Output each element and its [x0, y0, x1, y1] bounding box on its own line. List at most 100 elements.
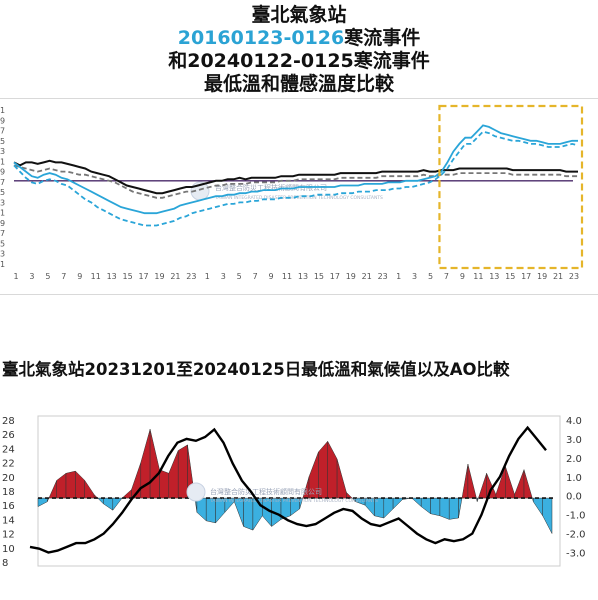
chart2-anomaly-fill: [196, 497, 207, 522]
chart1-x-tick-label: 15: [314, 272, 324, 281]
chart1-x-tick-label: 19: [537, 272, 547, 281]
chart2-plot-frame: [37, 415, 561, 567]
chart1-x-tick-label: 11: [91, 272, 101, 281]
chart1-y-tick-label: 5: [0, 188, 5, 197]
chart1-watermark-line1: 台灣整合防災工程技術顧問有限公司: [215, 183, 327, 192]
chart2-anomaly-fill: [458, 497, 463, 519]
chart2-anomaly-fill: [448, 497, 459, 520]
chart2-watermark-line2: TAIWAN INTEGRATED DISASTER PREVENTION TE…: [209, 498, 378, 504]
chart1-x-tick-label: 23: [378, 272, 388, 281]
chart1-title-line3: 和20240122-0125寒流事件: [168, 50, 430, 72]
chart2-anomaly-fill: [37, 497, 48, 508]
chart1-y-tick-label: 5: [0, 137, 5, 146]
chart1-x-tick-label: 5: [428, 272, 433, 281]
chart2-anomaly-fill: [103, 497, 114, 511]
chart1-x-tick-label: 19: [346, 272, 356, 281]
chart2-left-tick-label: 8: [2, 558, 8, 569]
chart2-right-tick-label: -3.0: [566, 549, 586, 560]
chart2-left-tick-label: 10: [2, 544, 15, 555]
chart2-anomaly-fill: [533, 497, 543, 517]
chart1-y-tick-label: 9: [0, 116, 5, 125]
chart1-x-tick-label: 23: [186, 272, 196, 281]
chart1-x-tick-label: 3: [221, 272, 226, 281]
chart1-x-tick-label: 1: [13, 272, 18, 281]
chart2-anomaly-fill: [168, 450, 179, 499]
chart1-title-event: 寒流事件: [344, 27, 421, 49]
chart2-anomaly-fill: [149, 429, 160, 499]
chart1-x-tick-label: 9: [77, 272, 82, 281]
chart1-highlight-box: [438, 104, 584, 270]
chart1-y-tick-label: 3: [0, 250, 5, 259]
chart1-x-tick-label: 7: [253, 272, 258, 281]
chart1-x-tick-label: 9: [269, 272, 274, 281]
chart2-anomaly-fill: [346, 491, 353, 499]
chart1-series-line: [13, 164, 578, 199]
chart1-frame: [0, 98, 598, 295]
chart2-left-tick-label: 28: [2, 416, 15, 427]
chart1-y-tick-label: 1: [0, 260, 5, 269]
chart2-left-tick-label: 24: [2, 444, 15, 455]
chart2-anomaly-fill: [430, 497, 441, 517]
chart1-y-tick-label: 1: [0, 106, 5, 115]
chart2-anomaly-fill: [177, 444, 188, 499]
chart2-anomaly-fill: [336, 458, 347, 499]
chart2-anomaly-fill: [112, 497, 123, 511]
chart2-left-tick-label: 26: [2, 430, 15, 441]
chart1-title-line4: 最低溫和體感溫度比較: [203, 73, 394, 95]
chart2-anomaly-fill: [56, 472, 67, 499]
chart2-left-tick-label: 22: [2, 459, 15, 470]
chart2-right-tick-label: -2.0: [566, 530, 586, 541]
chart2-ao-line: [29, 425, 547, 554]
chart2-right-tick-label: -1.0: [566, 511, 586, 522]
chart2-left-tick-label: 12: [2, 530, 15, 541]
chart1-x-tick-label: 7: [61, 272, 66, 281]
chart2-left-tick-label: 18: [2, 487, 15, 498]
chart1-y-tick-label: 7: [0, 127, 5, 136]
chart2-anomaly-fill: [299, 497, 304, 509]
chart1-y-tick-label: 7: [0, 178, 5, 187]
chart1-x-tick-label: 11: [473, 272, 483, 281]
chart2-anomaly-fill: [121, 489, 132, 499]
chart1-y-tick-label: 7: [0, 229, 5, 238]
chart1-y-tick-label: 3: [0, 147, 5, 156]
chart2-right-tick-label: 2.0: [566, 454, 582, 465]
chart2-anomaly-fill: [65, 470, 76, 499]
chart1-x-tick-label: 19: [154, 272, 164, 281]
chart1-title-line2: 20160123-0126寒流事件: [0, 27, 598, 49]
chart1-x-tick-label: 17: [521, 272, 531, 281]
chart2-anomaly-fill: [97, 497, 104, 505]
chart1-x-tick-label: 5: [237, 272, 242, 281]
chart1-y-tick-label: 5: [0, 239, 5, 248]
chart2-anomaly-fill: [48, 480, 57, 499]
chart1-title-line1: 臺北氣象站: [251, 4, 347, 26]
chart2-anomaly-fill: [84, 479, 95, 499]
chart1-x-tick-label: 1: [396, 272, 401, 281]
chart2-right-tick-label: 1.0: [566, 473, 582, 484]
chart1-series-line: [13, 130, 579, 227]
chart1-x-tick-label: 5: [45, 272, 50, 281]
chart1-y-tick-label: 3: [0, 198, 5, 207]
chart1-x-tick-label: 21: [170, 272, 180, 281]
chart1-x-tick-label: 9: [460, 272, 465, 281]
chart1-series-line: [13, 159, 578, 195]
chart1-x-tick-label: 13: [489, 272, 499, 281]
chart1-x-tick-label: 13: [298, 272, 308, 281]
chart1-x-tick-label: 11: [282, 272, 292, 281]
chart2-anomaly-fill: [523, 469, 533, 499]
chart2-anomaly-fill: [75, 470, 85, 499]
chart1-x-tick-label: 17: [330, 272, 340, 281]
chart2-anomaly-fill: [327, 441, 338, 499]
chart2-anomaly-fill: [420, 497, 431, 515]
chart1-x-tick-label: 3: [29, 272, 34, 281]
chart1-x-tick-label: 21: [553, 272, 563, 281]
chart2-right-tick-label: 3.0: [566, 435, 582, 446]
chart2-anomaly-fill: [411, 497, 422, 508]
chart1-x-tick-label: 3: [412, 272, 417, 281]
chart2-anomaly-fill: [542, 497, 553, 534]
chart1-x-tick-label: 23: [569, 272, 579, 281]
chart2-right-tick-label: 4.0: [566, 416, 582, 427]
chart2-left-tick-label: 16: [2, 501, 15, 512]
chart1-y-tick-label: 9: [0, 219, 5, 228]
chart1-x-tick-label: 15: [505, 272, 515, 281]
chart1-series-line: [13, 124, 578, 215]
